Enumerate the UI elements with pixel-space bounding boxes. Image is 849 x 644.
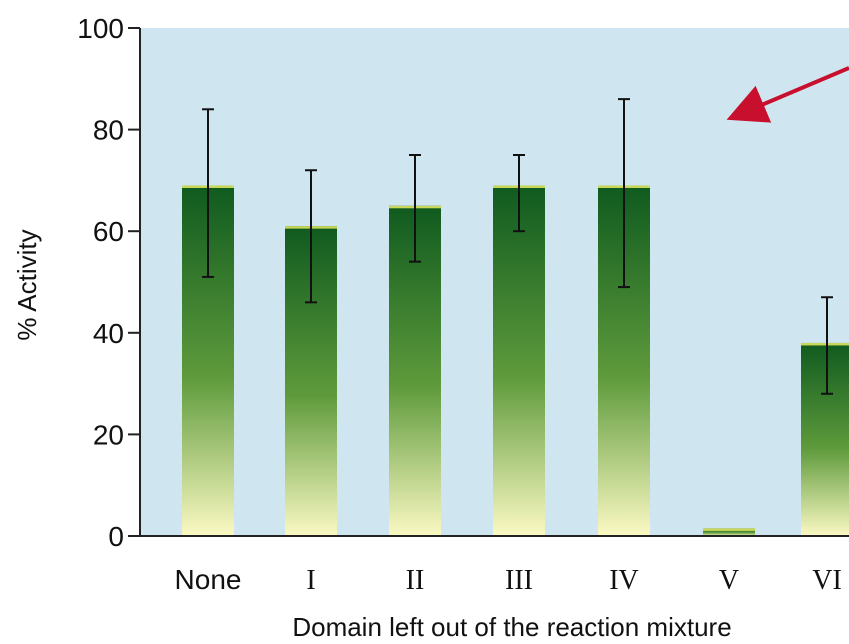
error-bar-iii <box>513 154 525 233</box>
y-tick-label: 60 <box>93 216 124 247</box>
error-bars <box>202 98 833 395</box>
x-tick-label: II <box>406 565 425 596</box>
y-tick-label: 0 <box>108 521 124 552</box>
bar-top-edge-v <box>703 528 755 531</box>
y-tick-label: 40 <box>93 318 124 349</box>
x-tick-label: IV <box>609 565 639 596</box>
error-bar-none <box>202 108 214 278</box>
annotation-arrow <box>726 66 849 123</box>
x-axis-title: Domain left out of the reaction mixture <box>292 612 731 642</box>
bar-iii <box>493 185 545 537</box>
error-bar-vi <box>821 296 833 395</box>
x-tick-label: None <box>175 564 242 595</box>
error-bar-iv <box>618 98 630 289</box>
x-tick-label: I <box>306 565 315 596</box>
x-tick-label: VI <box>812 565 842 596</box>
y-tick-label: 20 <box>93 419 124 450</box>
x-tick-label: V <box>719 565 739 596</box>
y-tick-label: 100 <box>77 13 124 44</box>
bar-vi <box>801 342 849 536</box>
y-ticks: 0 20 40 60 80 100 <box>77 13 140 552</box>
y-axis-title: % Activity <box>12 229 42 340</box>
x-tick-label: III <box>505 565 533 596</box>
bar-top-edge-vi <box>801 342 849 346</box>
bar-v <box>703 528 755 536</box>
y-tick-label: 80 <box>93 115 124 146</box>
error-bar-ii <box>409 154 421 263</box>
error-bar-i <box>305 169 317 304</box>
x-tick-labels: None I II III IV V VI <box>175 564 842 596</box>
